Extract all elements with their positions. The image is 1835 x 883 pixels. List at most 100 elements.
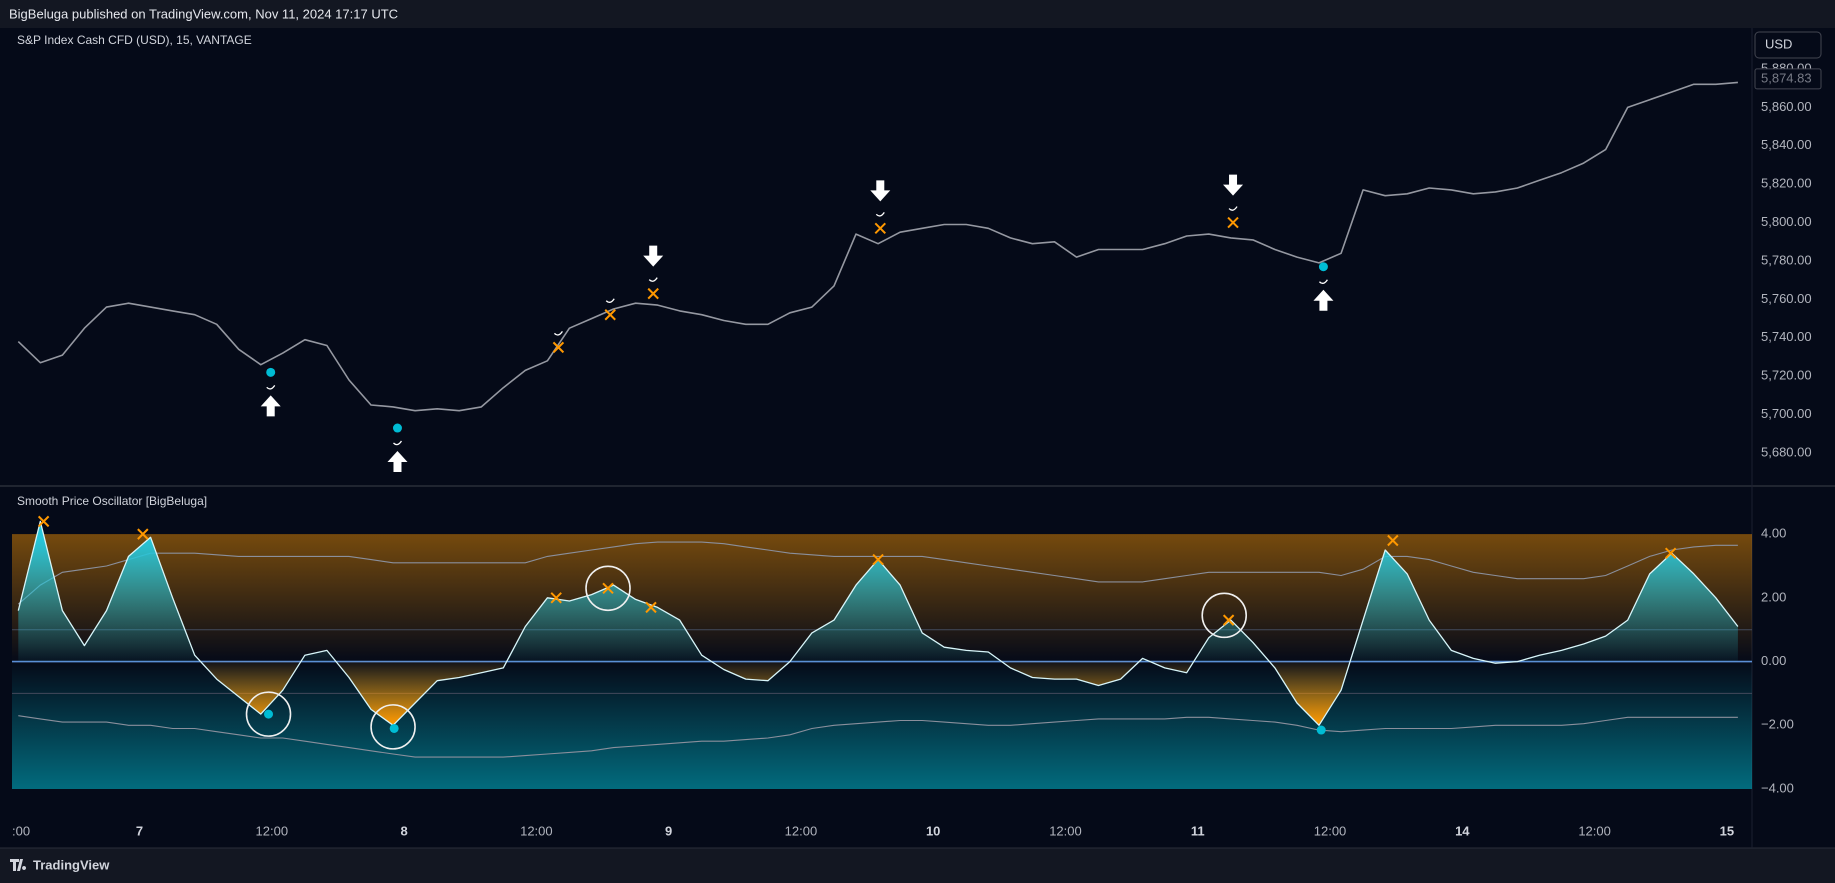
cross-stroke [1387, 534, 1399, 547]
signal-glyph [1318, 279, 1328, 284]
oscillator-pane [12, 515, 1752, 790]
cross-stroke [645, 601, 657, 614]
cross-stroke [604, 309, 616, 321]
cross-stroke [602, 582, 614, 594]
sell-arrow [870, 180, 891, 202]
y-tick-label: −2.00 [1761, 717, 1794, 732]
buy-arrow [387, 451, 408, 473]
cross-stroke [137, 528, 149, 540]
cross-stroke [552, 341, 565, 354]
last-price-box [1754, 68, 1822, 90]
cross-marker [602, 582, 614, 594]
cross-marker [552, 341, 565, 354]
cross-stroke [874, 222, 886, 235]
y-tick-label: −4.00 [1761, 780, 1794, 795]
band-line [18, 715, 1738, 758]
cross-marker [1222, 614, 1235, 626]
cross-marker [874, 222, 886, 235]
x-tick-label: 12:00 [785, 823, 818, 838]
trough-dot [1316, 725, 1326, 735]
y-tick-label: 5,720.00 [1761, 368, 1812, 383]
buy-arrow [1313, 289, 1334, 311]
oscillator-area [18, 521, 1738, 726]
x-tick-label: 12:00 [1049, 823, 1082, 838]
footer-brand: TradingView [33, 857, 110, 872]
buy-dot [266, 367, 276, 377]
sell-arrow [1223, 174, 1244, 196]
y-tick-label: 5,700.00 [1761, 406, 1812, 421]
cross-stroke [550, 592, 562, 604]
signal-glyph [605, 298, 615, 303]
x-tick-label: 15 [1720, 823, 1734, 838]
y-tick-label: 5,820.00 [1761, 176, 1812, 191]
y-tick-label: 5,760.00 [1761, 291, 1812, 306]
cross-stroke [647, 287, 659, 300]
y-tick-label: 5,840.00 [1761, 137, 1812, 152]
cross-marker [37, 515, 50, 528]
y-tick-label: 0.00 [1761, 653, 1786, 668]
x-tick-label: 12:00 [256, 823, 289, 838]
tradingview-logo [10, 859, 27, 871]
y-tick-label: 2.00 [1761, 589, 1786, 604]
signal-glyph [1228, 206, 1238, 211]
indicator-title: Smooth Price Oscillator [BigBeluga] [17, 494, 207, 508]
logo-icon [10, 859, 27, 871]
trough-dot [264, 709, 274, 719]
price-line [17, 81, 1738, 412]
band-line [17, 541, 1738, 605]
cross-marker [1387, 534, 1399, 547]
y-tick-label: 5,800.00 [1761, 214, 1812, 229]
highlight-ring [370, 704, 416, 750]
x-tick-label: 8 [400, 823, 407, 838]
signal-glyph [648, 277, 658, 282]
x-tick-label: 12:00 [520, 823, 553, 838]
x-tick-label: 9 [665, 823, 672, 838]
last-price-label: 5,874.83 [1761, 70, 1812, 85]
cross-marker [645, 601, 657, 614]
lower-zone [12, 661, 1752, 790]
cross-stroke [1222, 614, 1235, 626]
cross-marker [647, 287, 659, 300]
cross-stroke [872, 553, 884, 566]
signal-glyph [553, 330, 563, 336]
signal-glyph [266, 384, 276, 390]
publish-info: BigBeluga published on TradingView.com, … [9, 6, 398, 21]
y-tick-label: 5,740.00 [1761, 329, 1812, 344]
x-tick-label: 11 [1191, 823, 1205, 838]
x-tick-label: 12:00 [1314, 823, 1347, 838]
cross-stroke [1227, 216, 1239, 229]
cross-stroke [37, 515, 50, 528]
highlight-ring [245, 691, 292, 737]
cross-marker [604, 309, 616, 321]
signal-glyph [393, 440, 403, 446]
currency-label[interactable]: USD [1765, 36, 1792, 51]
cross-marker [872, 553, 884, 566]
y-tick-label: 5,780.00 [1761, 252, 1812, 267]
cross-marker [550, 592, 562, 604]
cross-marker [1227, 216, 1239, 229]
symbol-title: S&P Index Cash CFD (USD), 15, VANTAGE [17, 33, 252, 47]
currency-button[interactable] [1754, 31, 1822, 59]
price-pane [17, 81, 1738, 473]
cross-marker [1664, 547, 1677, 559]
x-tick-label: :00 [12, 823, 30, 838]
cross-marker [137, 528, 149, 540]
trough-dot [389, 723, 399, 733]
x-tick-label: 10 [926, 823, 940, 838]
highlight-ring [1201, 592, 1248, 639]
y-tick-label: 5,860.00 [1761, 99, 1812, 114]
x-tick-label: 7 [136, 823, 143, 838]
buy-arrow [260, 395, 281, 417]
highlight-ring [585, 565, 631, 612]
sell-arrow [643, 245, 664, 267]
signal-glyph [875, 211, 885, 217]
buy-dot [392, 423, 402, 433]
y-tick-label: 4.00 [1761, 526, 1786, 541]
buy-dot [1318, 262, 1328, 272]
y-tick-label: 5,680.00 [1761, 444, 1812, 459]
x-tick-label: 12:00 [1578, 823, 1611, 838]
x-tick-label: 14 [1455, 823, 1470, 838]
cross-stroke [1664, 547, 1677, 559]
